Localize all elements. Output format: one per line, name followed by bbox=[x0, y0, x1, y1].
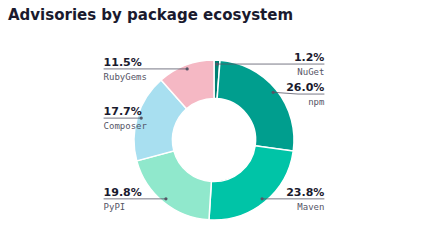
data-label: 17.7% bbox=[104, 105, 142, 118]
data-label: 11.5% bbox=[104, 56, 142, 69]
category-label: PyPI bbox=[104, 202, 126, 212]
chart: Advisories by package ecosystem 1.2% NuGet… bbox=[0, 0, 428, 247]
category-label: npm bbox=[308, 97, 324, 107]
leader-dot bbox=[215, 62, 218, 65]
title: Advisories by package ecosystem bbox=[8, 6, 293, 24]
data-label: 23.8% bbox=[286, 186, 324, 199]
leader-dot bbox=[260, 197, 263, 200]
labels: 1.2% NuGet 26.0% npm 23.8% Maven 19.8% PyPI 17.7… bbox=[104, 51, 325, 212]
data-label: 19.8% bbox=[104, 186, 142, 199]
category-label: Maven bbox=[297, 202, 324, 212]
slice bbox=[209, 146, 293, 220]
data-label: 26.0% bbox=[286, 81, 324, 94]
slice bbox=[217, 60, 294, 151]
leader-dot bbox=[186, 67, 189, 70]
data-label: 1.2% bbox=[294, 51, 325, 64]
category-label: RubyGems bbox=[104, 72, 147, 82]
slice bbox=[137, 151, 212, 220]
chart-container: Advisories by package ecosystem 1.2% NuGet… bbox=[0, 0, 428, 247]
leader-dot bbox=[272, 91, 275, 94]
category-label: Composer bbox=[104, 121, 148, 131]
category-label: NuGet bbox=[297, 67, 324, 77]
slices bbox=[134, 60, 294, 220]
slice bbox=[161, 60, 214, 109]
leader-dot bbox=[164, 197, 167, 200]
